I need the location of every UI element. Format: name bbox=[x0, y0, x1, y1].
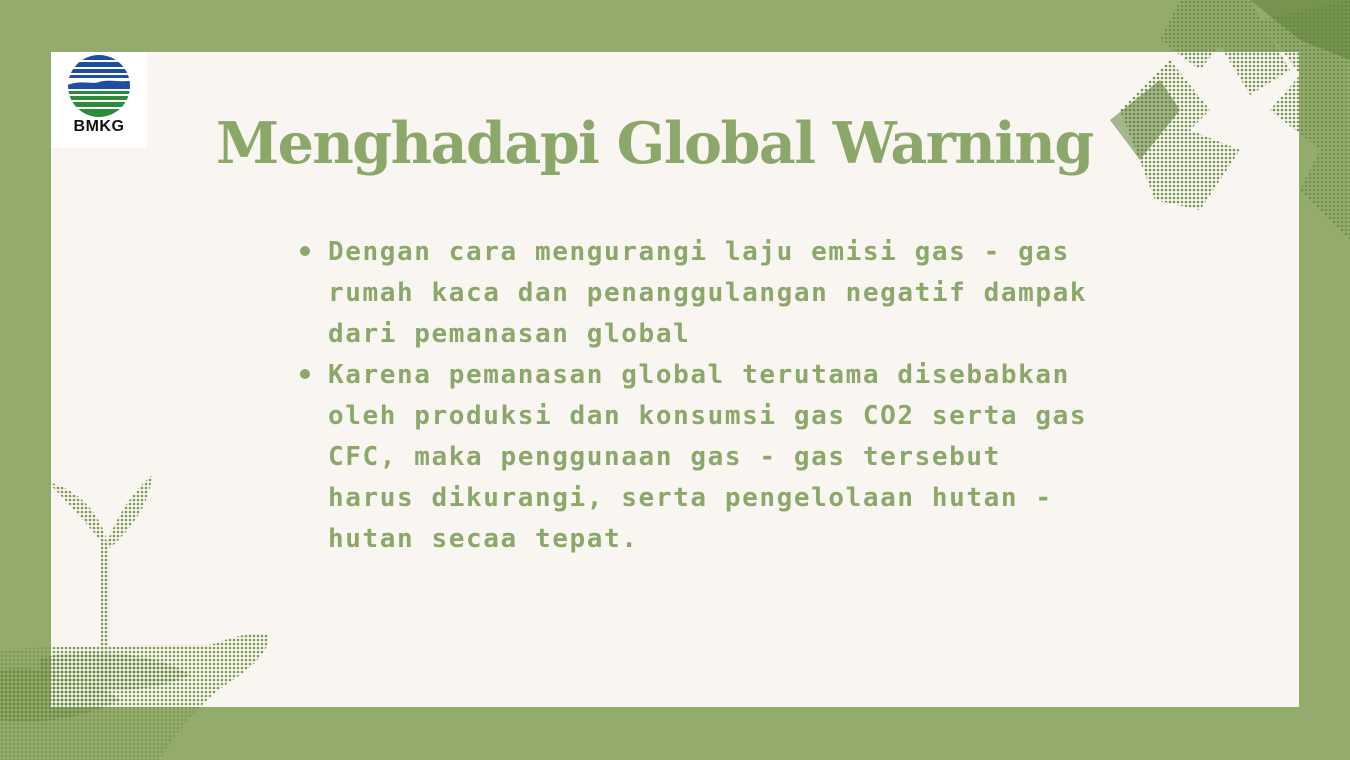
bullet-dot-icon bbox=[300, 369, 310, 379]
bullet-text: Dengan cara mengurangi laju emisi gas - … bbox=[328, 237, 1088, 349]
bullet-text: Karena pemanasan global terutama disebab… bbox=[328, 360, 1088, 554]
bullet-item: Dengan cara mengurangi laju emisi gas - … bbox=[298, 232, 1098, 355]
bullet-list: Dengan cara mengurangi laju emisi gas - … bbox=[298, 232, 1098, 560]
content-card bbox=[51, 52, 1299, 707]
bullet-dot-icon bbox=[300, 246, 310, 256]
recycle-icon bbox=[1110, 0, 1350, 240]
bmkg-logo: BMKG bbox=[51, 52, 147, 148]
slide-title: Menghadapi Global Warning bbox=[216, 110, 1094, 177]
logo-label: BMKG bbox=[73, 118, 125, 135]
bullet-item: Karena pemanasan global terutama disebab… bbox=[298, 355, 1098, 560]
seedling-in-hand-icon bbox=[0, 475, 269, 760]
bmkg-emblem-icon bbox=[68, 55, 130, 117]
